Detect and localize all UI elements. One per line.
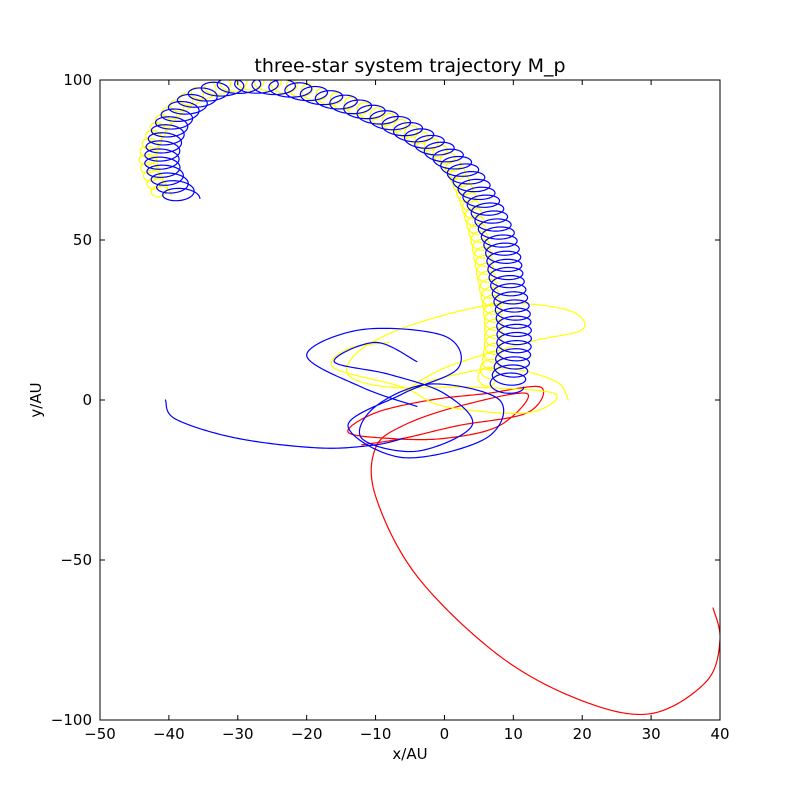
y-tick-label: −100	[51, 711, 92, 729]
x-tick-label: 30	[642, 725, 661, 743]
x-tick-label: 20	[573, 725, 592, 743]
series-1-curve-0	[330, 302, 586, 414]
y-tick-label: 0	[82, 391, 92, 409]
series-0	[144, 80, 533, 459]
y-tick-label: 100	[63, 71, 92, 89]
y-axis-label: y/AU	[27, 382, 45, 417]
x-tick-label: 0	[440, 725, 450, 743]
x-tick-label: −10	[360, 725, 392, 743]
series-0-curve-1	[306, 327, 505, 459]
series-1	[138, 80, 586, 414]
series-0-looped-trajectory	[144, 80, 533, 394]
series-2	[347, 385, 720, 716]
x-tick-label: 40	[710, 725, 729, 743]
y-tick-label: −50	[60, 551, 92, 569]
series-0-curve-0	[164, 399, 404, 449]
x-tick-label: −40	[153, 725, 185, 743]
x-tick-label: −50	[84, 725, 116, 743]
chart-title: three-star system trajectory M_p	[254, 55, 565, 77]
y-tick-label: 50	[73, 231, 92, 249]
x-tick-label: −20	[291, 725, 323, 743]
series-layer	[138, 80, 720, 716]
x-tick-label: 10	[504, 725, 523, 743]
x-axis-label: x/AU	[392, 745, 427, 763]
series-1-looped-trajectory	[138, 80, 504, 387]
series-2-curve-0	[347, 385, 720, 716]
x-tick-label: −30	[222, 725, 254, 743]
